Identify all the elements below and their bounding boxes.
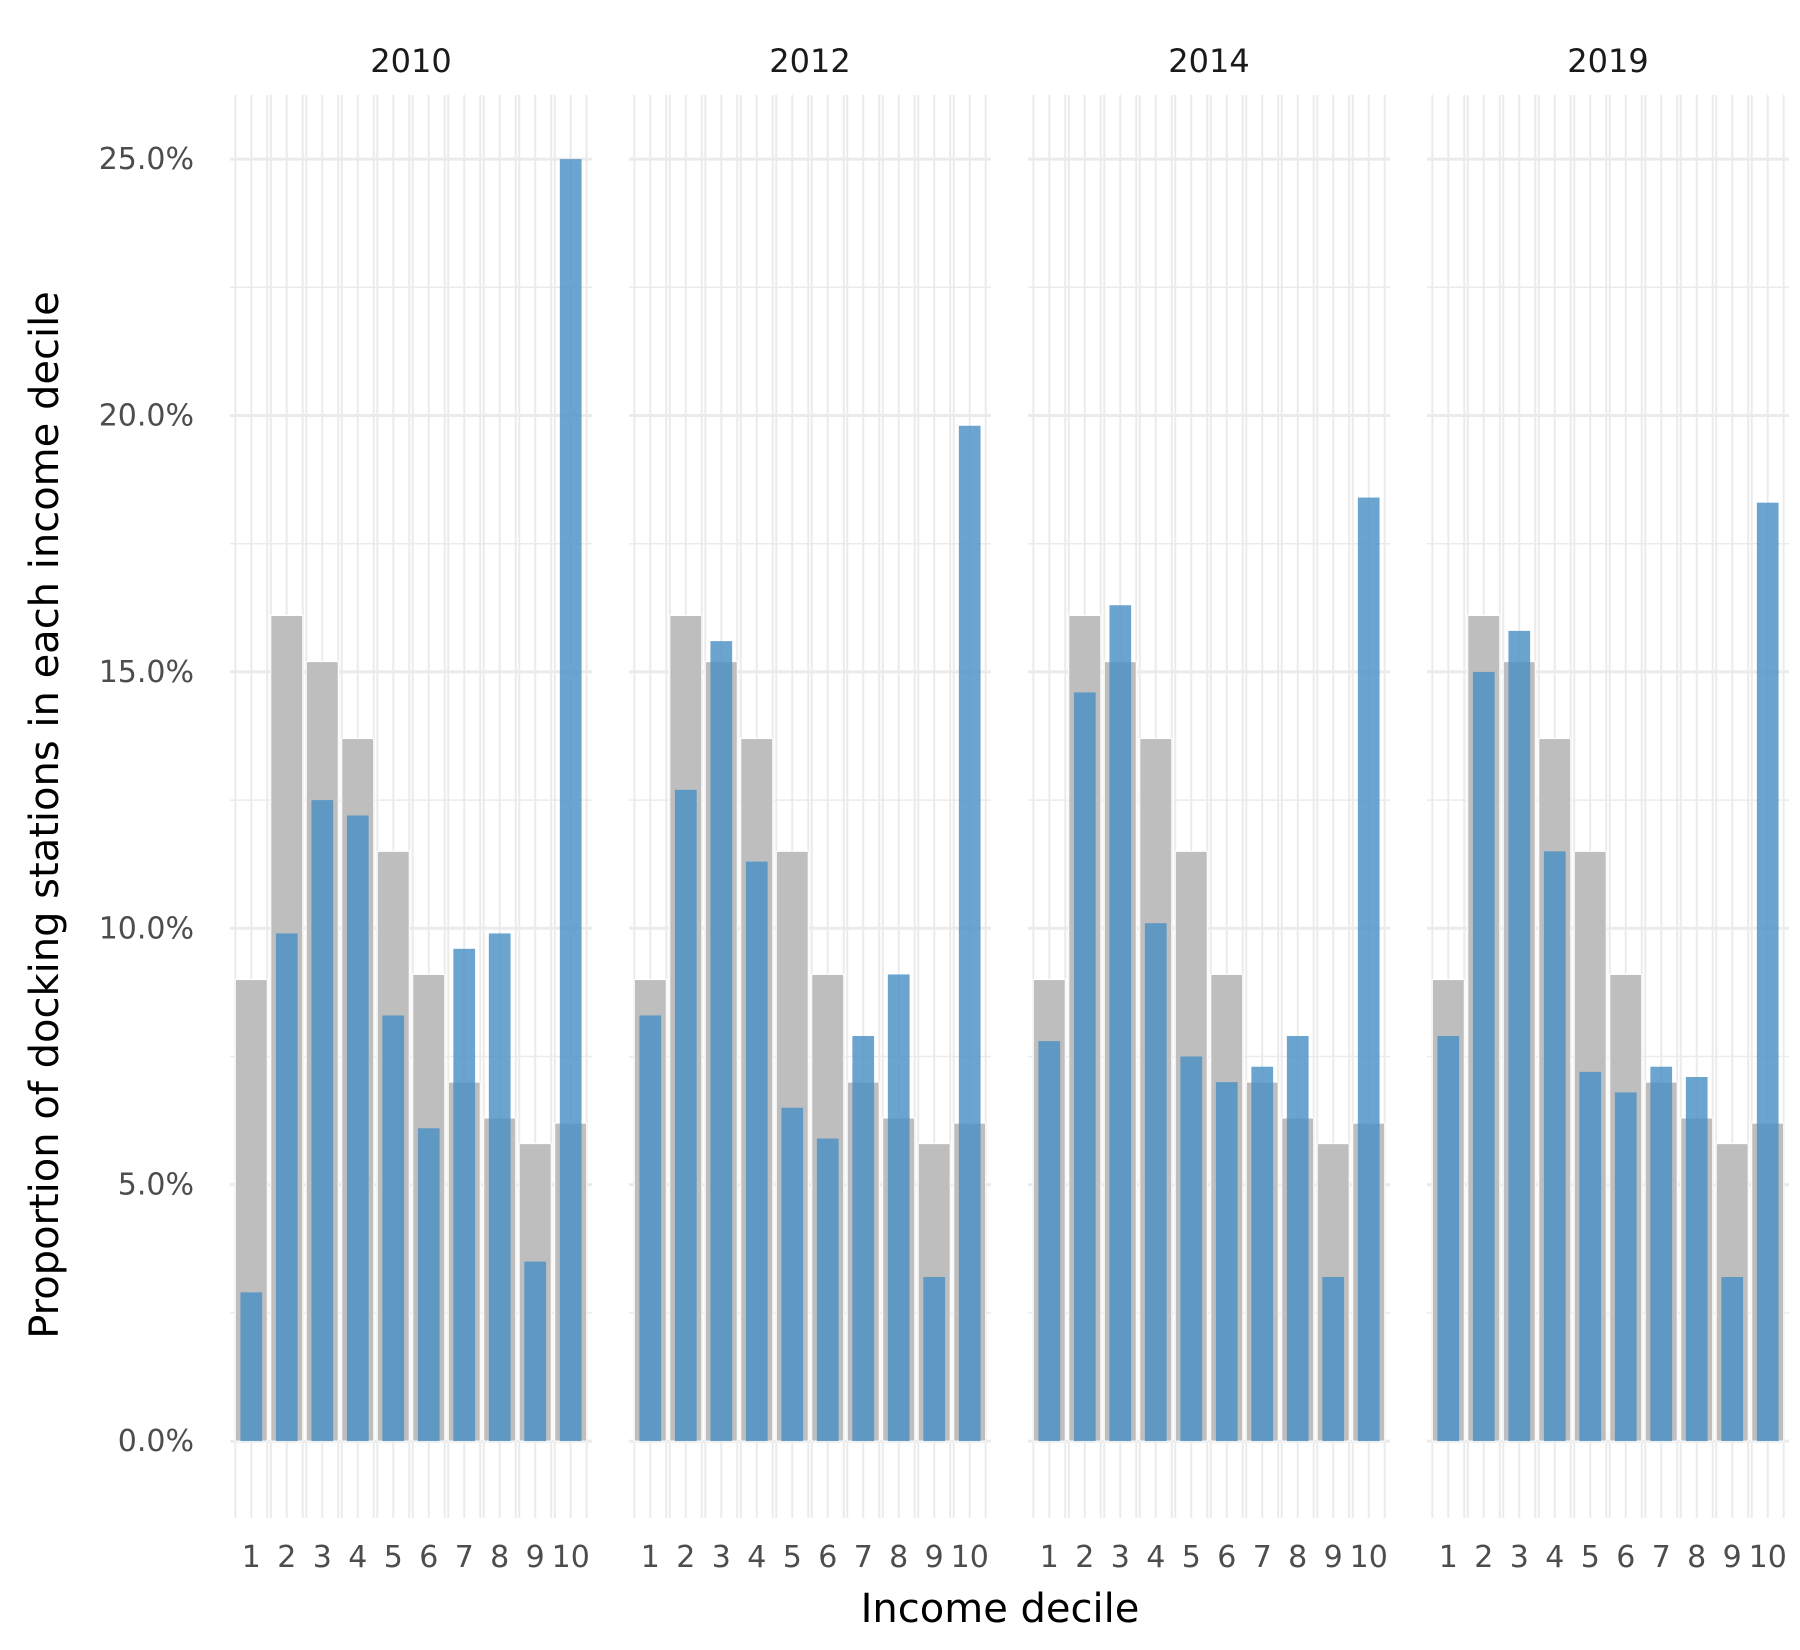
- x-tick-label: 7: [1253, 1540, 1272, 1575]
- series-bar-2019-decile-3: [1508, 631, 1530, 1441]
- x-tick-label: 5: [1182, 1540, 1201, 1575]
- series-bar-2019-decile-10: [1757, 503, 1779, 1441]
- series-bar-2014-decile-2: [1074, 692, 1096, 1441]
- series-bar-2012-decile-8: [888, 974, 910, 1441]
- x-tick-label: 8: [889, 1540, 908, 1575]
- y-tick-label: 15.0%: [99, 655, 194, 690]
- x-tick-label: 10: [1749, 1540, 1787, 1575]
- x-tick-label: 10: [552, 1540, 590, 1575]
- x-tick-label: 5: [783, 1540, 802, 1575]
- series-bar-2019-decile-5: [1579, 1072, 1601, 1441]
- series-bar-2012-decile-3: [710, 641, 732, 1441]
- y-tick-label: 10.0%: [99, 911, 194, 946]
- series-bar-2014-decile-3: [1109, 605, 1131, 1441]
- x-tick-label: 6: [1616, 1540, 1635, 1575]
- facet-label: 2010: [370, 42, 451, 80]
- y-tick-label: 25.0%: [99, 142, 194, 177]
- x-tick-label: 2: [1474, 1540, 1493, 1575]
- x-axis-title: Income decile: [861, 1586, 1140, 1632]
- series-bar-2012-decile-2: [675, 790, 697, 1441]
- x-tick-label: 1: [1040, 1540, 1059, 1575]
- x-tick-label: 4: [747, 1540, 766, 1575]
- series-bar-2019-decile-8: [1686, 1077, 1708, 1441]
- facet-label: 2012: [769, 42, 850, 80]
- series-bar-2012-decile-4: [746, 862, 768, 1441]
- series-bar-2019-decile-1: [1437, 1036, 1459, 1441]
- y-tick-label: 0.0%: [118, 1424, 194, 1459]
- x-tick-label: 3: [313, 1540, 332, 1575]
- x-tick-label: 1: [1439, 1540, 1458, 1575]
- x-tick-label: 9: [1324, 1540, 1343, 1575]
- series-bar-2010-decile-6: [418, 1128, 440, 1441]
- series-bar-2019-decile-4: [1544, 851, 1566, 1441]
- series-bar-2014-decile-1: [1038, 1041, 1060, 1441]
- series-bar-2012-decile-1: [639, 1015, 661, 1441]
- x-tick-label: 7: [1652, 1540, 1671, 1575]
- series-bar-2012-decile-9: [923, 1277, 945, 1441]
- x-tick-label: 4: [348, 1540, 367, 1575]
- x-tick-label: 7: [854, 1540, 873, 1575]
- y-tick-label: 5.0%: [118, 1168, 194, 1203]
- series-bar-2012-decile-5: [781, 1108, 803, 1441]
- facet-label: 2014: [1168, 42, 1249, 80]
- series-bar-2014-decile-10: [1358, 498, 1380, 1442]
- x-tick-label: 8: [490, 1540, 509, 1575]
- series-bar-2014-decile-9: [1322, 1277, 1344, 1441]
- series-bar-2014-decile-4: [1145, 923, 1167, 1441]
- series-bar-2019-decile-6: [1615, 1092, 1637, 1441]
- facet-panel-2010: 2010 1 2 3 4 5 6 7 8 9 10: [230, 42, 592, 1575]
- facet-panel-2019: 2019 1 2 3 4 5 6 7 8 9 10: [1427, 42, 1789, 1575]
- facet-label: 2019: [1567, 42, 1648, 80]
- series-bar-2014-decile-5: [1180, 1056, 1202, 1441]
- x-tick-label: 3: [1111, 1540, 1130, 1575]
- y-axis-title: Proportion of docking stations in each i…: [22, 291, 68, 1339]
- series-bar-2019-decile-2: [1473, 672, 1495, 1441]
- series-bar-2012-decile-6: [817, 1139, 839, 1442]
- series-bar-2010-decile-8: [489, 933, 511, 1441]
- x-tick-label: 3: [712, 1540, 731, 1575]
- x-tick-label: 5: [1581, 1540, 1600, 1575]
- series-bar-2010-decile-7: [453, 949, 475, 1441]
- x-tick-label: 10: [1350, 1540, 1388, 1575]
- x-tick-label: 8: [1687, 1540, 1706, 1575]
- series-bar-2010-decile-3: [311, 800, 333, 1441]
- x-tick-label: 9: [526, 1540, 545, 1575]
- x-tick-label: 1: [641, 1540, 660, 1575]
- y-tick-label: 20.0%: [99, 398, 194, 433]
- y-axis-tick-labels: 0.0% 5.0% 10.0% 15.0% 20.0% 25.0%: [99, 142, 194, 1459]
- x-tick-label: 5: [384, 1540, 403, 1575]
- x-tick-label: 2: [277, 1540, 296, 1575]
- series-bar-2014-decile-8: [1287, 1036, 1309, 1441]
- series-bar-2019-decile-7: [1650, 1067, 1672, 1441]
- series-bar-2010-decile-10: [560, 159, 582, 1441]
- series-bar-2010-decile-5: [382, 1015, 404, 1441]
- series-bar-2010-decile-1: [240, 1292, 262, 1441]
- series-bar-2014-decile-6: [1216, 1082, 1238, 1441]
- x-tick-label: 6: [818, 1540, 837, 1575]
- series-bar-2010-decile-2: [276, 933, 298, 1441]
- x-tick-label: 1: [242, 1540, 261, 1575]
- series-bar-2012-decile-10: [959, 426, 981, 1441]
- x-tick-label: 6: [419, 1540, 438, 1575]
- x-tick-label: 4: [1545, 1540, 1564, 1575]
- series-bar-2014-decile-7: [1251, 1067, 1273, 1441]
- x-tick-label: 10: [951, 1540, 989, 1575]
- x-tick-label: 6: [1217, 1540, 1236, 1575]
- facet-panel-2014: 2014 1 2 3 4 5 6 7 8 9 10: [1028, 42, 1390, 1575]
- x-tick-label: 7: [455, 1540, 474, 1575]
- x-tick-label: 3: [1510, 1540, 1529, 1575]
- x-tick-label: 9: [925, 1540, 944, 1575]
- series-bar-2012-decile-7: [852, 1036, 874, 1441]
- series-bar-2019-decile-9: [1721, 1277, 1743, 1441]
- x-tick-label: 8: [1288, 1540, 1307, 1575]
- x-tick-label: 2: [676, 1540, 695, 1575]
- x-tick-label: 9: [1723, 1540, 1742, 1575]
- x-tick-label: 2: [1075, 1540, 1094, 1575]
- facet-panel-2012: 2012 1 2 3 4 5 6 7 8 9 10: [629, 42, 991, 1575]
- x-tick-label: 4: [1146, 1540, 1165, 1575]
- series-bar-2010-decile-9: [524, 1262, 546, 1441]
- series-bar-2010-decile-4: [347, 815, 369, 1441]
